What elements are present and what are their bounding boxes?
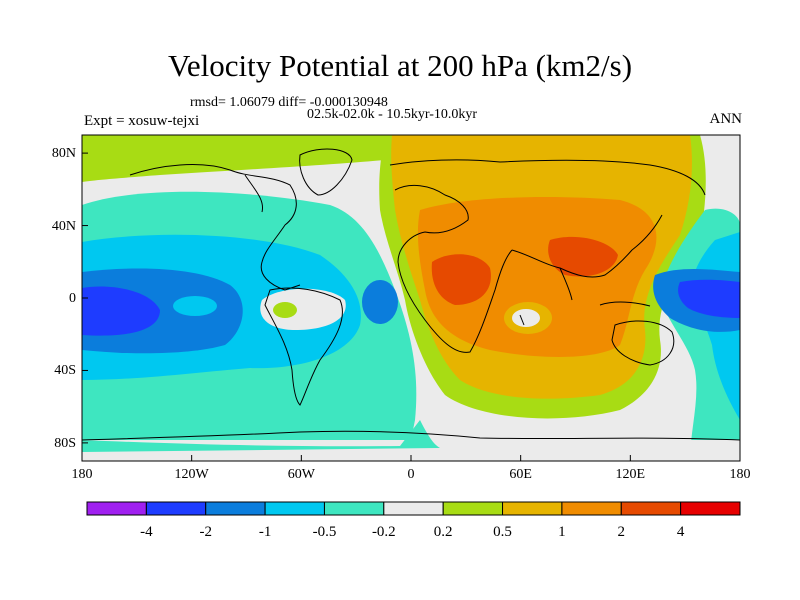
lat-label: 0 (69, 291, 76, 306)
colorbar-label: -4 (140, 524, 153, 540)
colorbar-label: -2 (199, 524, 212, 540)
colorbar-swatch (442, 501, 504, 516)
lon-label: 120W (174, 467, 209, 482)
coastlines (82, 148, 740, 441)
lon-label: 60E (509, 467, 532, 482)
lon-label: 120E (615, 467, 646, 482)
colorbar-label: 0.5 (493, 524, 512, 540)
colorbar-swatch (680, 501, 741, 516)
colorbar (86, 501, 741, 516)
colorbar-swatch (561, 501, 622, 516)
lat-label: 80S (54, 435, 76, 451)
rmsd-diff-stats: rmsd= 1.06079 diff= -0.000130948 (190, 95, 388, 110)
colorbar-swatch (502, 501, 563, 516)
lat-label: 80N (51, 146, 76, 162)
experiment-label: Expt = xosuw-tejxi (84, 113, 200, 129)
lat-label: 40S (54, 363, 76, 379)
colorbar-swatch (86, 501, 147, 516)
colorbar-label: -1 (258, 524, 272, 540)
colorbar-swatch (620, 501, 682, 516)
season-label: ANN (709, 111, 743, 127)
period-label: 02.5k-02.0k - 10.5kyr-10.0kyr (307, 107, 478, 122)
colorbar-swatch (323, 501, 385, 516)
colorbar-label: 0.2 (433, 524, 453, 540)
plot-title: Velocity Potential at 200 hPa (km2/s) (167, 48, 633, 83)
colorbar-swatch (145, 501, 207, 516)
colorbar-swatch (383, 501, 444, 516)
colorbar-label: -0.5 (312, 524, 337, 540)
lon-label: 180 (729, 467, 751, 482)
lon-label: 180 (71, 467, 93, 482)
colorbar-label: 4 (676, 524, 685, 540)
axis-ticks (81, 152, 741, 461)
colorbar-swatch (264, 501, 325, 516)
lon-label: 0 (407, 467, 415, 482)
colorbar-label: -0.2 (371, 524, 396, 540)
colorbar-label: 2 (617, 524, 626, 540)
colorbar-swatch (205, 501, 266, 516)
lon-label: 60W (287, 467, 315, 482)
colorbar-label: 1 (558, 524, 566, 540)
lat-label: 40N (51, 218, 76, 234)
